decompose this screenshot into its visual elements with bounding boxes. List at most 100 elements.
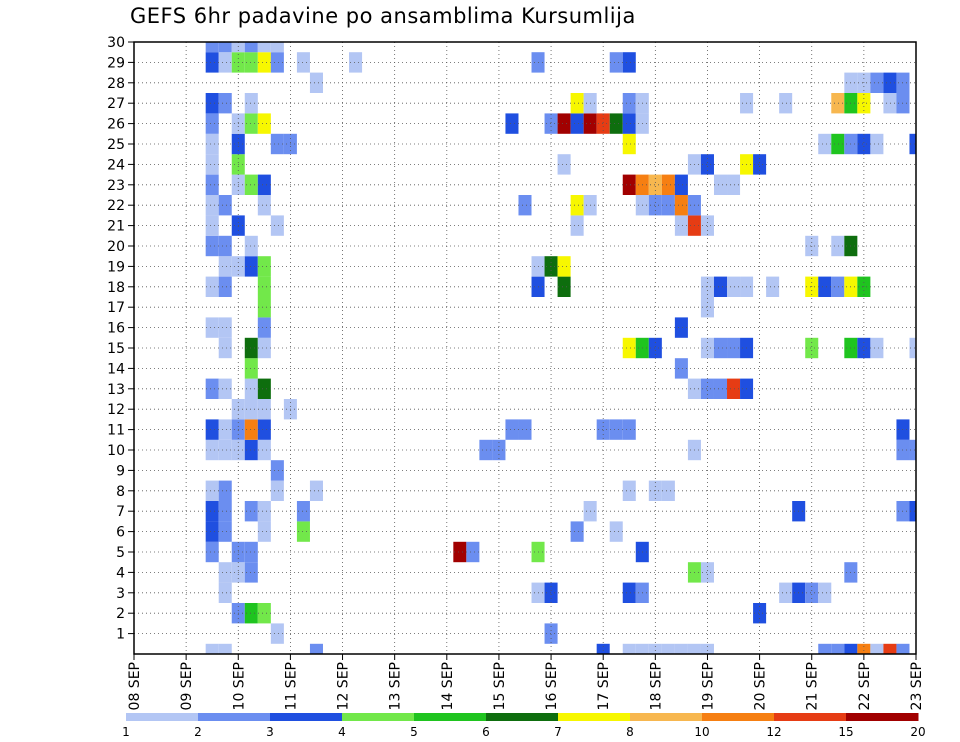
- heatmap-cell: [296, 52, 310, 73]
- heatmap-cell: [622, 582, 636, 603]
- colorbar-swatch: [126, 713, 199, 721]
- y-tick-label: 21: [107, 219, 125, 235]
- y-tick-label: 19: [107, 259, 125, 275]
- heatmap-cell: [870, 72, 884, 93]
- y-tick-label: 30: [107, 35, 125, 51]
- heatmap-cell: [205, 439, 219, 461]
- heatmap-cell: [700, 215, 714, 236]
- heatmap-cell: [218, 235, 232, 257]
- heatmap-cell: [635, 643, 649, 654]
- x-tick-label: 14 SEP: [440, 662, 456, 710]
- heatmap-cell: [244, 378, 258, 399]
- heatmap-cell: [479, 439, 493, 461]
- heatmap-cell: [244, 52, 258, 73]
- heatmap-cell: [518, 419, 532, 440]
- x-tick-label: 19 SEP: [701, 662, 717, 710]
- y-tick-label: 1: [116, 627, 125, 643]
- heatmap-cell: [609, 419, 623, 440]
- heatmap-cell: [205, 235, 219, 257]
- heatmap-cell: [557, 113, 571, 134]
- heatmap-cell: [870, 133, 884, 155]
- heatmap-cell: [909, 133, 916, 155]
- heatmap-cell: [805, 582, 819, 603]
- heatmap-cell: [870, 643, 884, 654]
- x-tick-label: 20 SEP: [753, 662, 769, 710]
- heatmap-cell: [727, 276, 741, 297]
- heatmap-cell: [609, 52, 623, 73]
- heatmap-cell: [687, 643, 701, 654]
- heatmap-cell: [270, 460, 284, 481]
- heatmap-cell: [270, 480, 284, 501]
- heatmap-cell: [622, 93, 636, 114]
- heatmap-cell: [700, 378, 714, 399]
- heatmap-cell: [674, 317, 688, 338]
- heatmap-cell: [570, 521, 584, 542]
- y-tick-label: 11: [107, 423, 125, 439]
- heatmap-cell: [909, 439, 916, 461]
- x-tick-label: 12 SEP: [336, 662, 352, 710]
- heatmap-cell: [700, 154, 714, 175]
- x-tick-label: 18 SEP: [648, 662, 664, 710]
- heatmap-cell: [674, 643, 688, 654]
- heatmap-cell: [257, 337, 271, 359]
- heatmap-cell: [896, 643, 910, 654]
- y-tick-label: 5: [116, 545, 125, 561]
- heatmap-cell: [674, 215, 688, 236]
- heatmap-cell: [844, 643, 858, 654]
- x-tick-label: 13 SEP: [388, 662, 404, 710]
- y-tick-label: 4: [116, 565, 125, 581]
- heatmap-cell: [622, 52, 636, 73]
- colorbar-label: 1: [122, 725, 130, 739]
- heatmap-cell: [218, 521, 232, 542]
- colorbar-label: 7: [554, 725, 562, 739]
- heatmap-cell: [270, 623, 284, 644]
- heatmap-cell: [218, 317, 232, 338]
- heatmap-cell: [270, 52, 284, 73]
- y-tick-label: 10: [107, 443, 125, 459]
- heatmap-cell: [857, 133, 871, 155]
- heatmap-cell: [596, 643, 610, 654]
- heatmap-cell: [205, 643, 219, 654]
- heatmap-cell: [205, 42, 219, 53]
- heatmap-cell: [205, 480, 219, 501]
- heatmap-cell: [713, 337, 728, 359]
- heatmap-cell: [205, 154, 219, 175]
- heatmap-cell: [570, 93, 584, 114]
- heatmap-cell: [700, 562, 714, 583]
- heatmap-cell: [257, 195, 271, 216]
- heatmap-cell: [231, 42, 245, 53]
- colorbar-label: 15: [838, 725, 853, 739]
- heatmap-cell: [309, 72, 323, 93]
- heatmap-cell: [257, 42, 271, 53]
- heatmap-cell: [218, 52, 232, 73]
- heatmap-cell: [570, 215, 584, 236]
- heatmap-cell: [218, 256, 232, 277]
- x-tick-label: 17 SEP: [596, 662, 612, 710]
- heatmap-cell: [831, 276, 845, 297]
- y-tick-label: 2: [116, 606, 125, 622]
- heatmap-cell: [622, 480, 636, 501]
- heatmap-cell: [818, 582, 832, 603]
- heatmap-cell: [205, 133, 219, 155]
- heatmap-cell: [257, 399, 271, 420]
- colorbar-label: 6: [482, 725, 490, 739]
- heatmap-cell: [661, 480, 675, 501]
- heatmap-cell: [557, 154, 571, 175]
- heatmap-cell: [218, 501, 232, 522]
- heatmap-cell: [257, 297, 271, 318]
- heatmap-cell: [257, 317, 271, 338]
- heatmap-cell: [218, 337, 232, 359]
- heatmap-cell: [700, 297, 714, 318]
- heatmap-cell: [622, 419, 636, 440]
- heatmap-cell: [270, 133, 284, 155]
- y-tick-label: 23: [107, 178, 125, 194]
- colorbar-swatch: [486, 713, 559, 721]
- heatmap-cell: [857, 93, 871, 114]
- heatmap-cell: [244, 93, 258, 114]
- heatmap-cell: [257, 521, 271, 542]
- y-tick-label: 7: [116, 504, 125, 520]
- y-tick-label: 24: [107, 157, 125, 173]
- heatmap-cell: [648, 337, 662, 359]
- heatmap-cell: [218, 643, 232, 654]
